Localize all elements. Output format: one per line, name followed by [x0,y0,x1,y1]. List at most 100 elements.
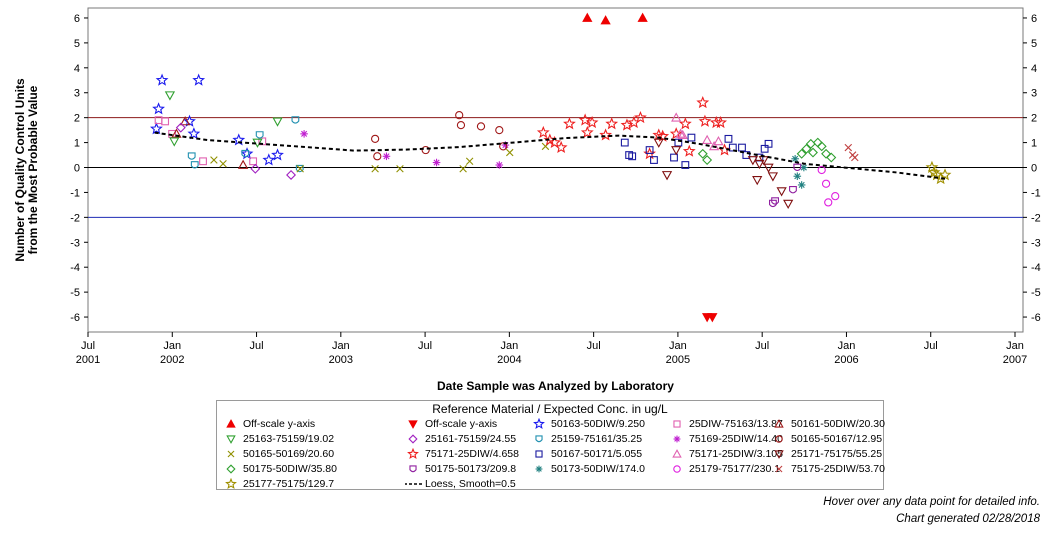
marker-shape [180,116,191,126]
generated-note: Chart generated 02/28/2018 [896,513,1040,525]
marker-shape [698,114,712,127]
x-tick-year-label: 2007 [1003,354,1027,366]
data-point [171,128,182,138]
x-tick-label: Jul [587,340,601,352]
legend-marker [535,450,543,458]
data-point [382,152,391,161]
legend-label: 50167-50171/5.055 [551,448,643,460]
data-point [793,163,802,171]
marker-shape [678,117,692,130]
marker-shape [227,450,235,458]
data-point [674,138,683,147]
y-tick-label-right: 4 [1031,63,1037,75]
marker-shape [161,117,170,126]
legend-marker-shape [227,450,235,458]
legend-marker-shape [673,420,681,428]
x-tick-label: Jan [838,340,856,352]
x-tick-label: Jul [924,340,938,352]
y-tick-label-left: 0 [74,163,80,175]
legend-label: 50165-50169/20.60 [243,448,335,460]
data-point [295,164,304,173]
data-point [826,152,837,163]
data-point [554,140,568,154]
legend-marker [227,450,235,458]
marker-shape [226,464,236,474]
x-tick-label: Jul [418,340,432,352]
marker-shape [506,148,514,157]
marker-shape [774,419,784,428]
marker-shape [844,143,853,152]
data-point [661,171,673,181]
legend-marker [408,420,418,429]
data-point [709,115,723,129]
data-point [681,161,690,169]
data-point [152,102,165,115]
marker-shape [199,157,207,166]
marker-shape [536,125,550,139]
legend-label: 50163-50DIW/9.250 [551,418,645,430]
marker-shape [783,199,794,209]
loess-curve [154,131,946,180]
marker-shape [455,111,464,120]
marker-shape [187,127,201,140]
data-point [760,144,769,153]
marker-shape [821,148,832,159]
legend-marker-shape [673,435,681,443]
marker-shape [495,126,504,135]
marker-shape [634,110,647,124]
marker-shape [605,117,619,130]
marker-shape [150,122,163,135]
data-point [578,113,592,126]
marker-shape [459,165,467,173]
marker-shape [831,192,840,201]
data-point [219,160,227,168]
data-point [183,114,196,127]
marker-shape [752,176,763,186]
x-tick-year-label: 2003 [329,354,353,366]
data-point [851,153,859,162]
marker-shape [794,173,801,180]
data-point [708,140,720,151]
marker-shape [661,171,673,181]
marker-shape [371,165,379,173]
data-point [499,142,508,151]
marker-shape [824,198,833,207]
data-point [169,137,180,147]
y-tick-label-left: 1 [74,138,80,150]
marker-shape [792,155,799,162]
data-point [817,165,826,175]
data-point [373,152,382,161]
data-point [808,147,818,158]
data-point [563,117,576,130]
marker-shape [155,73,169,86]
marker-shape [671,146,682,156]
marker-shape [681,161,690,169]
data-point [187,152,196,160]
data-point [421,145,430,155]
data-point [605,117,619,130]
marker-shape [255,131,264,139]
legend-label: 75171-25DIW/3.105 [689,448,783,460]
legend-marker [226,419,236,428]
marker-shape [373,152,382,161]
marker-shape [582,12,593,22]
legend-label: 50175-50DIW/35.80 [243,463,337,475]
data-point [250,163,261,174]
data-point [671,146,682,156]
marker-shape [286,170,297,180]
marker-shape [383,153,390,160]
marker-shape [164,91,176,101]
legend-marker [408,434,418,444]
legend-label: Off-scale y-axis [425,418,498,430]
legend-marker-shape [774,419,784,428]
marker-shape [152,102,165,115]
marker-shape [793,163,802,171]
marker-shape [433,159,440,166]
marker-shape [650,156,658,164]
legend-marker-shape [225,478,237,490]
data-point [296,165,304,173]
y-tick-label-left: -4 [70,262,80,274]
data-point [371,165,379,173]
x-tick-year-label: 2002 [160,354,184,366]
marker-shape [677,129,688,140]
